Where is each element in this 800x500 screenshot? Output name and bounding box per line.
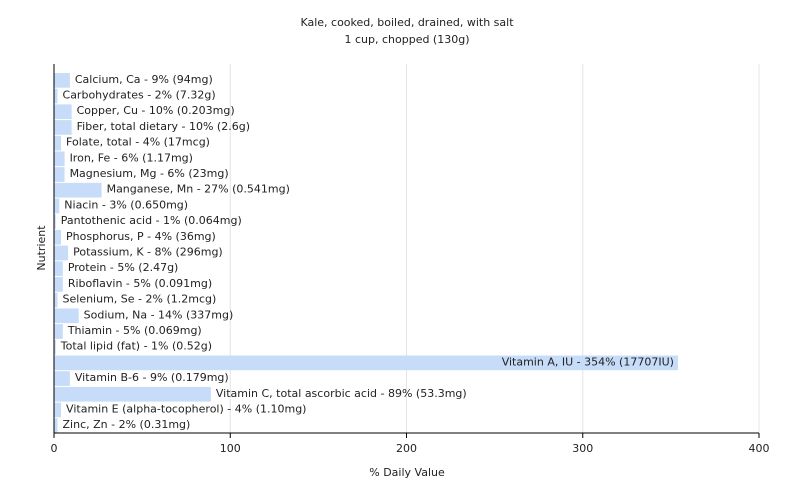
bar (54, 182, 102, 198)
data-label: Folate, total - 4% (17mcg) (66, 136, 210, 149)
data-label: Iron, Fe - 6% (1.17mg) (70, 151, 193, 164)
data-label: Calcium, Ca - 9% (94mg) (75, 73, 213, 86)
bar (54, 324, 63, 339)
bar (54, 308, 79, 324)
bar (54, 261, 63, 277)
bar (54, 167, 65, 182)
bar (54, 355, 678, 371)
data-label: Copper, Cu - 10% (0.203mg) (77, 104, 235, 117)
bar (54, 386, 211, 402)
x-axis-label: % Daily Value (369, 466, 445, 479)
x-tick-label: 0 (51, 442, 58, 455)
data-label: Thiamin - 5% (0.069mg) (67, 324, 202, 337)
data-label: Vitamin B-6 - 9% (0.179mg) (75, 371, 229, 384)
bar (54, 418, 58, 433)
data-label: Magnesium, Mg - 6% (23mg) (70, 167, 229, 180)
bar (54, 339, 56, 355)
data-label: Niacin - 3% (0.650mg) (64, 198, 188, 211)
data-label: Zinc, Zn - 2% (0.31mg) (63, 418, 191, 431)
data-label: Phosphorus, P - 4% (36mg) (66, 230, 216, 243)
bar (54, 73, 70, 88)
bar (54, 292, 58, 308)
bar (54, 135, 62, 151)
bar (54, 245, 69, 261)
bar (54, 371, 70, 386)
data-label: Vitamin A, IU - 354% (17707IU) (502, 355, 674, 368)
data-label: Riboflavin - 5% (0.091mg) (68, 277, 212, 290)
data-label: Selenium, Se - 2% (1.2mcg) (63, 293, 217, 306)
bar (54, 229, 62, 245)
x-tick-label: 100 (220, 442, 241, 455)
y-axis-label: Nutrient (35, 225, 48, 271)
data-label: Fiber, total dietary - 10% (2.6g) (77, 120, 250, 133)
data-label: Pantothenic acid - 1% (0.064mg) (61, 214, 242, 227)
bar (54, 198, 60, 214)
bar (54, 151, 65, 167)
bar (54, 120, 72, 135)
data-label: Carbohydrates - 2% (7.32g) (63, 89, 216, 102)
data-label: Total lipid (fat) - 1% (0.52g) (60, 340, 212, 353)
chart-subtitle: 1 cup, chopped (130g) (344, 33, 469, 46)
data-label: Vitamin C, total ascorbic acid - 89% (53… (216, 387, 467, 400)
data-label: Vitamin E (alpha-tocopherol) - 4% (1.10m… (66, 402, 306, 415)
bar (54, 88, 58, 104)
data-label: Potassium, K - 8% (296mg) (73, 246, 223, 259)
bar (54, 214, 56, 229)
data-label: Sodium, Na - 14% (337mg) (84, 308, 234, 321)
bar (54, 277, 63, 292)
x-tick-label: 200 (396, 442, 417, 455)
x-tick-label: 300 (572, 442, 593, 455)
bar (54, 104, 72, 120)
data-label: Manganese, Mn - 27% (0.541mg) (107, 183, 290, 196)
x-tick-label: 400 (749, 442, 770, 455)
chart-title: Kale, cooked, boiled, drained, with salt (300, 16, 514, 29)
data-label: Protein - 5% (2.47g) (68, 261, 179, 274)
bar (54, 402, 62, 418)
